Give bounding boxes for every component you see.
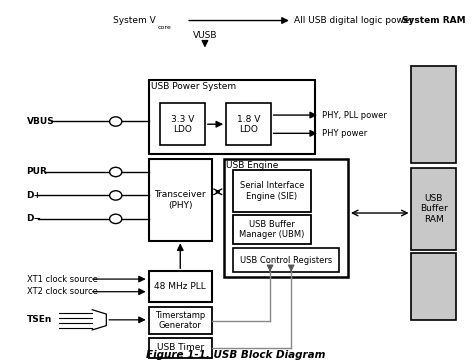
Text: TSEn: TSEn xyxy=(27,315,52,324)
Bar xyxy=(224,159,348,277)
Text: USB Power System: USB Power System xyxy=(151,82,236,91)
Text: D−: D− xyxy=(27,214,42,223)
Text: USB Engine: USB Engine xyxy=(226,161,278,170)
Text: PHY, PLL power: PHY, PLL power xyxy=(322,110,387,119)
Bar xyxy=(148,80,315,154)
Text: Figure 1-1. USB Block Diagram: Figure 1-1. USB Block Diagram xyxy=(146,349,325,359)
Text: USB Buffer
Manager (UBM): USB Buffer Manager (UBM) xyxy=(239,220,304,239)
Bar xyxy=(226,104,271,145)
Text: All USB digital logic power: All USB digital logic power xyxy=(294,16,413,25)
Bar xyxy=(233,215,310,244)
Text: VUSB: VUSB xyxy=(192,31,217,40)
Bar xyxy=(233,170,310,212)
Bar xyxy=(233,248,339,272)
Circle shape xyxy=(109,214,122,224)
Circle shape xyxy=(109,167,122,177)
Text: USB Control Registers: USB Control Registers xyxy=(240,256,332,265)
Text: USB Timer: USB Timer xyxy=(157,343,204,352)
Text: 48 MHz PLL: 48 MHz PLL xyxy=(155,282,206,291)
Text: Transceiver
(PHY): Transceiver (PHY) xyxy=(155,190,206,210)
Text: 3.3 V
LDO: 3.3 V LDO xyxy=(171,114,194,134)
Bar xyxy=(411,66,456,163)
Circle shape xyxy=(109,191,122,200)
Text: PHY power: PHY power xyxy=(322,129,367,138)
Bar xyxy=(148,307,212,334)
Text: USB
Buffer
RAM: USB Buffer RAM xyxy=(420,194,447,224)
Text: D+: D+ xyxy=(27,191,42,200)
Text: XT2 clock source: XT2 clock source xyxy=(27,287,97,296)
Text: Timerstamp
Generator: Timerstamp Generator xyxy=(155,311,205,331)
Bar xyxy=(148,271,212,302)
Text: PUR: PUR xyxy=(27,168,47,177)
Text: VBUS: VBUS xyxy=(27,117,54,126)
Bar xyxy=(160,104,205,145)
Text: 1.8 V
LDO: 1.8 V LDO xyxy=(237,114,260,134)
Text: core: core xyxy=(158,25,172,30)
Text: System RAM: System RAM xyxy=(402,16,465,25)
Text: Serial Interface
Engine (SIE): Serial Interface Engine (SIE) xyxy=(240,181,304,201)
Bar xyxy=(411,253,456,320)
Circle shape xyxy=(109,117,122,126)
Text: System V: System V xyxy=(113,16,155,25)
Text: XT1 clock source: XT1 clock source xyxy=(27,275,97,283)
Bar xyxy=(148,338,212,358)
Bar xyxy=(411,168,456,249)
Bar xyxy=(148,159,212,240)
